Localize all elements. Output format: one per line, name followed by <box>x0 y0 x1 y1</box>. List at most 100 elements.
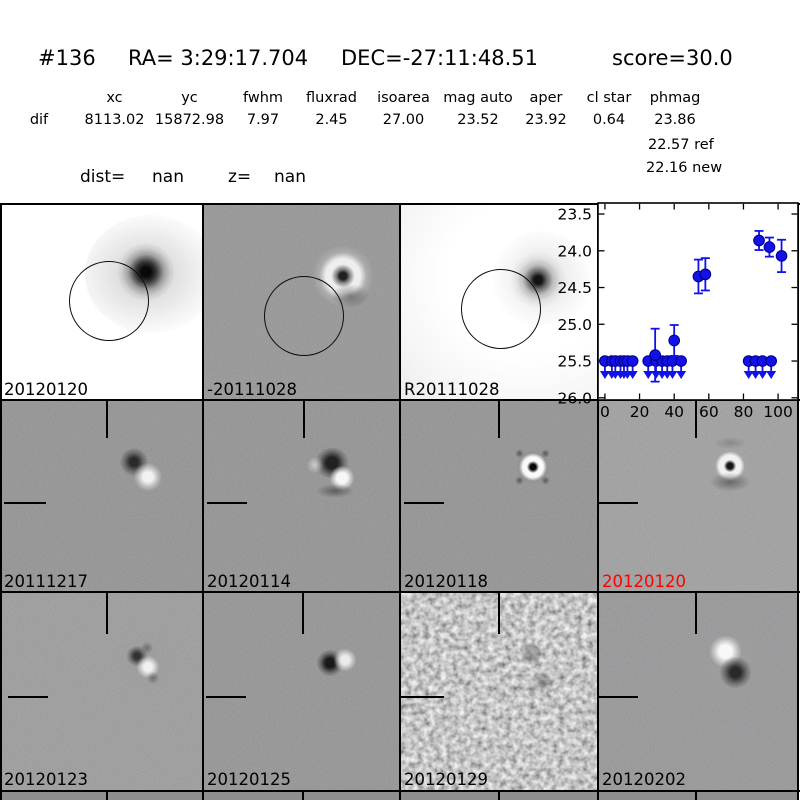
cell-fluxrad: 2.45 <box>315 112 348 128</box>
crosshair-tick <box>206 696 246 698</box>
lightcurve-cell <box>598 203 798 400</box>
cutout-panel: 20120114 <box>203 400 400 592</box>
cutout-panel: 20120120 <box>0 203 203 400</box>
col-header: cl star <box>586 90 632 106</box>
crosshair-tick <box>207 502 247 504</box>
blob <box>528 670 556 694</box>
row-label: dif <box>29 112 49 128</box>
blob <box>316 484 354 498</box>
cell-xc: 8113.02 <box>84 112 145 128</box>
blob <box>541 449 550 458</box>
page-title: #136 RA= 3:29:17.704 DEC=-27:11:48.51 sc… <box>0 46 800 72</box>
cutout-date-label: 20120202 <box>602 769 686 789</box>
cutout-panel: R20111028 <box>400 203 598 400</box>
noise-texture <box>598 400 798 592</box>
cell-phmag: 23.86 <box>654 112 696 128</box>
cutout-date-label: -20111028 <box>207 379 297 399</box>
cell-isoarea: 27.00 <box>382 112 425 128</box>
cutout-panel: 20120202 <box>598 592 798 790</box>
blob <box>709 472 751 492</box>
col-header: fwhm <box>242 90 284 106</box>
dist-value: nan <box>152 167 184 187</box>
blob <box>146 672 160 684</box>
new-mag: 22.16 new <box>646 160 723 176</box>
blob <box>541 476 550 485</box>
noise-texture <box>203 592 400 790</box>
col-header: phmag <box>649 90 701 106</box>
cutout-panel-partial <box>598 792 798 800</box>
crosshair-tick <box>598 502 638 504</box>
crosshair-tick <box>303 400 305 438</box>
cell-yc: 15872.98 <box>154 112 225 128</box>
cutout-panel-partial <box>400 792 598 800</box>
noise-texture <box>203 400 400 592</box>
crosshair-tick <box>404 502 444 504</box>
cutout-date-label: R20111028 <box>404 379 500 399</box>
grid-line <box>202 203 204 800</box>
photometry-data-row: dif 8113.02 15872.98 7.97 2.45 27.00 23.… <box>0 112 710 128</box>
crosshair-tick <box>400 696 444 698</box>
cell-aper: 23.92 <box>525 112 567 128</box>
score-value: score=30.0 <box>612 46 733 70</box>
aperture-circle <box>69 261 149 341</box>
crosshair-tick <box>498 792 500 800</box>
cutout-panel: 20120123 <box>0 592 203 790</box>
blob <box>713 437 747 449</box>
cell-cl-star: 0.64 <box>592 112 626 128</box>
cutout-panel-partial <box>203 792 400 800</box>
blob <box>719 657 752 688</box>
cutout-panel: 20120118 <box>400 400 598 592</box>
header-spacer <box>0 90 78 106</box>
cell-mag-auto: 23.52 <box>457 112 499 128</box>
cutout-panel: 20120125 <box>203 592 400 790</box>
blob <box>333 648 357 672</box>
crosshair-tick <box>106 792 108 800</box>
ra-value: RA= 3:29:17.704 <box>128 46 309 70</box>
ref-mag: 22.57 ref <box>648 137 714 153</box>
crosshair-tick <box>106 592 108 634</box>
cutout-date-label: 20120120 <box>602 571 686 591</box>
z-label: z= <box>228 167 252 187</box>
col-header: xc <box>106 90 123 106</box>
cutout-date-label: 20120118 <box>404 571 488 591</box>
dist-label: dist= <box>80 167 126 187</box>
cutout-panel: 20120129 <box>400 592 598 790</box>
grid-line <box>399 203 401 800</box>
cutout-date-label: 20120129 <box>404 769 488 789</box>
cutout-date-label: 20120120 <box>4 379 88 399</box>
blob <box>515 476 524 485</box>
cutout-panel-partial <box>0 792 203 800</box>
z-value: nan <box>274 167 306 187</box>
crosshair-tick <box>8 696 48 698</box>
noise-texture <box>0 400 203 592</box>
aperture-circle <box>461 269 541 349</box>
crosshair-tick <box>598 696 638 698</box>
crosshair-tick <box>302 792 304 800</box>
candidate-id: #136 <box>38 46 96 70</box>
blob <box>134 463 162 491</box>
blob <box>518 642 544 666</box>
noise-texture <box>598 592 798 790</box>
noise-texture <box>0 592 203 790</box>
blob <box>140 642 154 654</box>
crosshair-tick <box>498 400 500 438</box>
crosshair-tick <box>695 792 697 800</box>
col-header: yc <box>181 90 198 106</box>
crosshair-tick <box>106 400 108 438</box>
col-header: aper <box>529 90 563 106</box>
cutout-panel: -20111028 <box>203 203 400 400</box>
dec-value: DEC=-27:11:48.51 <box>341 46 538 70</box>
crosshair-tick <box>4 502 46 504</box>
grid-line <box>0 203 2 800</box>
cutout-panel: 20111217 <box>0 400 203 592</box>
cutout-date-label: 20120114 <box>207 571 291 591</box>
photometry-header-row: xc yc fwhm fluxrad isoarea mag auto aper… <box>0 90 710 106</box>
crosshair-tick <box>695 400 697 438</box>
crosshair-tick <box>695 592 697 634</box>
grid-line <box>597 203 599 800</box>
blob <box>515 449 524 458</box>
cell-fwhm: 7.97 <box>246 112 280 128</box>
crosshair-tick <box>302 592 304 634</box>
blob <box>306 457 324 473</box>
